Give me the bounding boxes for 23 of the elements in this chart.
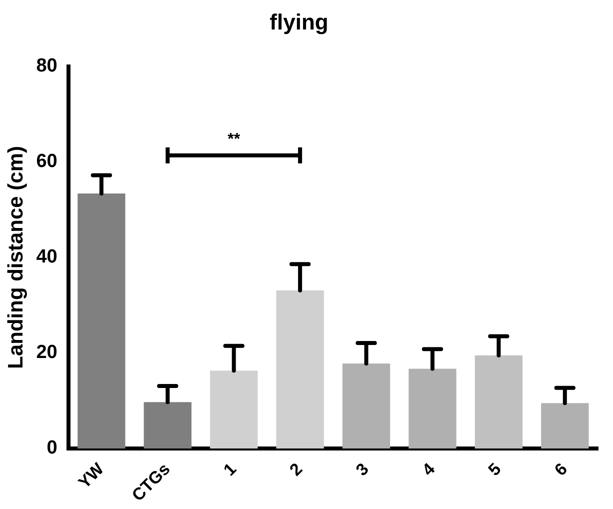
annotation: ** bbox=[228, 130, 241, 148]
x-tick-label: 6 bbox=[550, 459, 572, 480]
y-axis-title: Landing distance (cm) bbox=[4, 146, 28, 369]
x-tick-label: 4 bbox=[418, 459, 439, 480]
bar bbox=[541, 403, 589, 449]
y-tick-label: 0 bbox=[46, 438, 58, 459]
y-tick-label: 60 bbox=[36, 151, 58, 172]
chart-title: flying bbox=[270, 9, 328, 34]
bar bbox=[276, 290, 324, 449]
bar bbox=[210, 370, 258, 449]
x-tick-label: YW bbox=[74, 458, 108, 492]
y-tick-label: 20 bbox=[36, 342, 58, 364]
y-tick-label: 40 bbox=[36, 246, 58, 268]
bar bbox=[474, 355, 523, 449]
bar bbox=[342, 363, 390, 449]
x-tick-label: 3 bbox=[352, 459, 372, 480]
x-tick-label: 5 bbox=[484, 459, 505, 480]
bar bbox=[408, 368, 456, 449]
y-tick-label: 80 bbox=[36, 56, 58, 77]
x-tick-label: 1 bbox=[220, 459, 240, 480]
x-tick-label: 2 bbox=[286, 459, 306, 480]
bar bbox=[144, 402, 192, 449]
bar bbox=[78, 193, 126, 449]
